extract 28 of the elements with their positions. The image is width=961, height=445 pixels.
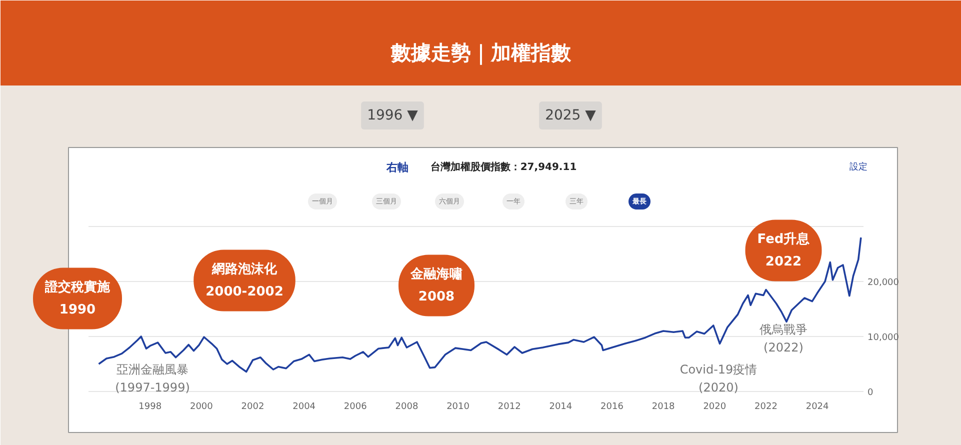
x-tick-label: 2000 <box>190 402 214 412</box>
text: 右軸 <box>386 161 408 174</box>
annotation: 金融海嘯 2008 <box>410 266 462 304</box>
annotation: 網路泡沫化 2000-2002 <box>206 262 284 300</box>
x-tick-label: 2006 <box>344 402 368 412</box>
x-tick-label: 2014 <box>549 402 572 412</box>
x-tick-label: 2022 <box>754 402 778 412</box>
x-tick-label: 2016 <box>600 402 624 412</box>
annotation: 證交稅實施 1990 <box>44 278 111 318</box>
y-tick-label: 0 <box>868 388 874 398</box>
x-tick-label: 2018 <box>652 402 676 412</box>
annotation: Fed升息 2022 <box>757 230 811 270</box>
x-tick-label: 2024 <box>806 402 830 412</box>
x-tick-label: 2012 <box>498 402 521 412</box>
x-tick-label: 2002 <box>241 402 264 412</box>
annotation: 亞洲金融風暴 (1997-1999) <box>115 362 190 395</box>
chart-title: 數據走勢｜加權指數 <box>390 40 572 66</box>
text: 1996 ▼ <box>367 108 418 124</box>
x-tick-label: 2020 <box>703 402 726 412</box>
annotation: 俄烏戰爭 (2022) <box>760 322 808 355</box>
annotation: Covid-19疫情 (2020) <box>680 362 758 395</box>
text: 台灣加權股價指數：27,949.11 <box>430 161 577 173</box>
x-tick-label: 2004 <box>292 402 316 412</box>
x-tick-label: 1998 <box>138 402 162 412</box>
x-tick-label: 2010 <box>446 402 470 412</box>
x-tick-label: 2008 <box>395 402 418 412</box>
text: 設定 <box>850 162 868 172</box>
text: 2025 ▼ <box>545 108 596 124</box>
